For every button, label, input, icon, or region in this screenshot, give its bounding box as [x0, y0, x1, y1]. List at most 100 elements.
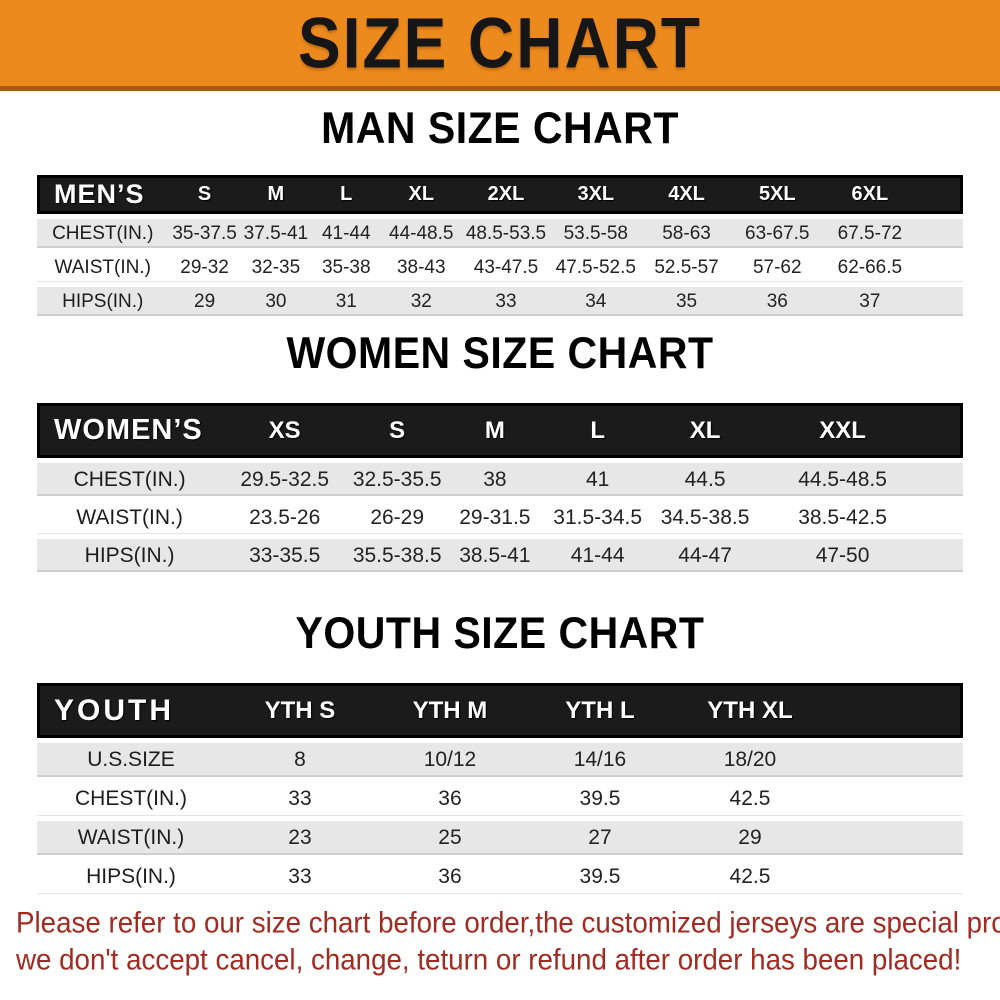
- header-spacer: [917, 175, 963, 214]
- size-value-cell: 42.5: [674, 782, 825, 816]
- size-value-cell: 33: [224, 782, 375, 816]
- size-value-cell: 62-66.5: [822, 253, 918, 282]
- table-row: WAIST(IN.) 29-32 32-35 35-38 38-43 43-47.5 47.…: [37, 253, 963, 282]
- table-row: U.S.SIZE 8 10/12 14/16 18/20: [37, 743, 963, 777]
- column-header: XXL: [757, 403, 928, 458]
- size-value-cell: 29-31.5: [447, 501, 543, 534]
- size-value-cell: 36: [374, 860, 525, 894]
- disclaimer-line-1: Please refer to our size chart before or…: [16, 906, 1000, 939]
- size-value-cell: 31.5-34.5: [542, 501, 653, 534]
- table-corner-label: YOUTH: [37, 683, 225, 738]
- size-value-cell: 38.5-42.5: [757, 501, 928, 534]
- row-spacer: [927, 463, 963, 496]
- disclaimer-text: Please refer to our size chart before or…: [16, 905, 1000, 979]
- column-header: XS: [222, 403, 348, 458]
- size-value-cell: 36: [732, 287, 823, 316]
- column-header: YTH L: [524, 683, 675, 738]
- size-value-cell: 27: [524, 821, 675, 855]
- size-value-cell: 44.5-48.5: [757, 463, 928, 496]
- column-header: YTH S: [224, 683, 375, 738]
- table-corner-label: WOMEN’S: [37, 403, 223, 458]
- header-row: WOMEN’S XS S M L XL XXL: [37, 403, 963, 458]
- size-value-cell: 33: [224, 860, 375, 894]
- size-value-cell: 35-38: [311, 253, 382, 282]
- size-value-cell: 41-44: [542, 539, 653, 572]
- column-header: XL: [652, 403, 758, 458]
- size-value-cell: 33-35.5: [222, 539, 348, 572]
- size-value-cell: 57-62: [732, 253, 823, 282]
- size-value-cell: 34.5-38.5: [652, 501, 758, 534]
- size-value-cell: 35-37.5: [168, 219, 241, 248]
- size-value-cell: 29: [674, 821, 825, 855]
- row-label: WAIST(IN.): [37, 501, 223, 534]
- size-value-cell: 29-32: [168, 253, 241, 282]
- size-value-cell: 14/16: [524, 743, 675, 777]
- women-size-table: WOMEN’S XS S M L XL XXL CHEST(IN.) 29.5-32.5 32.5…: [37, 398, 963, 577]
- table-row: HIPS(IN.) 29 30 31 32 33 34 35 36 37: [37, 287, 963, 316]
- size-value-cell: 43-47.5: [461, 253, 551, 282]
- size-value-cell: 18/20: [674, 743, 825, 777]
- table-row: CHEST(IN.) 33 36 39.5 42.5: [37, 782, 963, 816]
- row-spacer: [927, 501, 963, 534]
- size-value-cell: 23.5-26: [222, 501, 348, 534]
- size-value-cell: 44-47: [652, 539, 758, 572]
- size-value-cell: 42.5: [674, 860, 825, 894]
- size-value-cell: 34: [550, 287, 641, 316]
- banner: SIZE CHART: [0, 0, 1000, 91]
- row-spacer: [824, 860, 963, 894]
- size-value-cell: 47-50: [757, 539, 928, 572]
- size-value-cell: 37.5-41: [240, 219, 312, 248]
- size-value-cell: 32.5-35.5: [347, 463, 448, 496]
- size-value-cell: 32: [381, 287, 462, 316]
- column-header: L: [311, 175, 382, 214]
- column-header: 4XL: [640, 175, 733, 214]
- size-value-cell: 37: [822, 287, 918, 316]
- size-value-cell: 41: [542, 463, 653, 496]
- size-value-cell: 44-48.5: [381, 219, 462, 248]
- size-value-cell: 38: [447, 463, 543, 496]
- size-value-cell: 36: [374, 782, 525, 816]
- size-value-cell: 23: [224, 821, 375, 855]
- size-value-cell: 31: [311, 287, 382, 316]
- table-row: CHEST(IN.) 35-37.5 37.5-41 41-44 44-48.5 48.5…: [37, 219, 963, 248]
- table-row: HIPS(IN.) 33-35.5 35.5-38.5 38.5-41 41-44 44-…: [37, 539, 963, 572]
- size-value-cell: 32-35: [240, 253, 312, 282]
- row-label: CHEST(IN.): [37, 782, 225, 816]
- men-section-title: MAN SIZE CHART: [321, 103, 679, 153]
- size-value-cell: 63-67.5: [732, 219, 823, 248]
- size-value-cell: 58-63: [640, 219, 733, 248]
- row-spacer: [927, 539, 963, 572]
- women-section-title: WOMEN SIZE CHART: [286, 328, 714, 378]
- size-value-cell: 8: [224, 743, 375, 777]
- row-spacer: [824, 782, 963, 816]
- size-value-cell: 47.5-52.5: [550, 253, 641, 282]
- row-label: WAIST(IN.): [37, 253, 169, 282]
- table-corner-label: MEN’S: [37, 175, 169, 214]
- men-size-table: MEN’S S M L XL 2XL 3XL 4XL 5XL 6XL CHEST(IN.) 35-37…: [37, 170, 963, 321]
- size-value-cell: 39.5: [524, 782, 675, 816]
- size-value-cell: 39.5: [524, 860, 675, 894]
- size-value-cell: 29: [168, 287, 241, 316]
- size-value-cell: 25: [374, 821, 525, 855]
- column-header: M: [447, 403, 543, 458]
- table-row: CHEST(IN.) 29.5-32.5 32.5-35.5 38 41 44.5 44.5…: [37, 463, 963, 496]
- size-value-cell: 29.5-32.5: [222, 463, 348, 496]
- size-value-cell: 38-43: [381, 253, 462, 282]
- column-header: 6XL: [822, 175, 918, 214]
- column-header: 3XL: [550, 175, 641, 214]
- column-header: S: [347, 403, 448, 458]
- row-label: HIPS(IN.): [37, 287, 169, 316]
- row-label: WAIST(IN.): [37, 821, 225, 855]
- size-value-cell: 53.5-58: [550, 219, 641, 248]
- row-label: CHEST(IN.): [37, 463, 223, 496]
- size-value-cell: 44.5: [652, 463, 758, 496]
- size-value-cell: 33: [461, 287, 551, 316]
- size-value-cell: 26-29: [347, 501, 448, 534]
- size-value-cell: 38.5-41: [447, 539, 543, 572]
- row-spacer: [824, 821, 963, 855]
- column-header: 2XL: [461, 175, 551, 214]
- column-header: YTH M: [374, 683, 525, 738]
- youth-size-table: YOUTH YTH S YTH M YTH L YTH XL U.S.SIZE 8 10/12…: [37, 678, 963, 899]
- banner-title: SIZE CHART: [298, 2, 702, 84]
